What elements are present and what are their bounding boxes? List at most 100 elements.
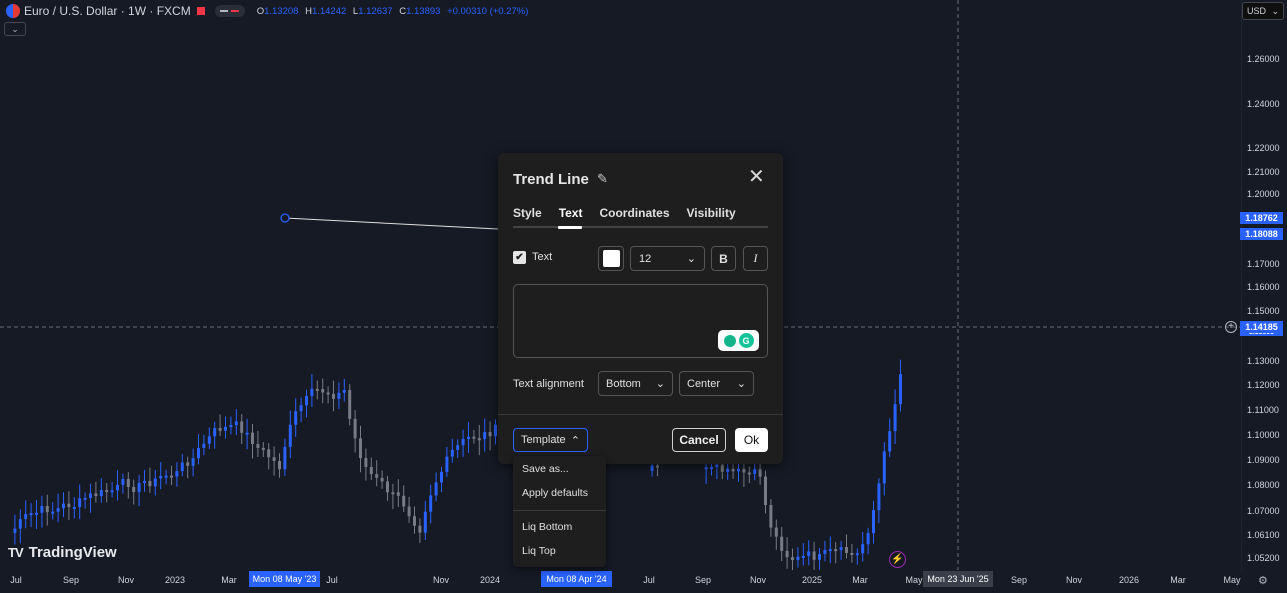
candle-body [180,462,184,472]
dialog-tabs: Style Text Coordinates Visibility [513,206,753,220]
price-tick-label: 1.21000 [1247,167,1280,177]
symbol-title[interactable]: Euro / U.S. Dollar · 1W · FXCM [24,4,191,18]
time-tick-label: Sep [1010,575,1028,585]
currency-label: USD [1247,6,1267,16]
currency-flag-icon [6,4,20,18]
candle-body [456,445,460,450]
candle-body [342,390,346,393]
candle-body [186,462,190,466]
chevron-down-icon: ⌄ [736,378,746,390]
time-tick-label: May [1223,575,1241,585]
market-status-icon[interactable] [196,7,205,15]
candle-body [764,476,767,506]
currency-button[interactable]: USD ⌄ [1242,2,1284,20]
candle-body [148,480,152,487]
candle-body [477,438,481,441]
alignment-label: Text alignment [513,378,584,390]
tab-text[interactable]: Text [558,206,583,220]
template-menu: Save as... Apply defaults Liq Bottom Liq… [513,456,606,567]
candle-body [245,432,249,435]
candle-body [369,466,373,475]
menu-divider [513,510,606,511]
candle-body [812,551,816,560]
menu-item-liq-bottom[interactable]: Liq Bottom [522,521,573,533]
menu-item-save-as[interactable]: Save as... [522,463,569,475]
time-tag-start: Mon 08 May '23 [249,571,320,587]
candle-body [218,428,222,431]
tradingview-logo[interactable]: TV TradingView [8,544,117,561]
candle-body [450,449,454,457]
lightning-icon[interactable]: ⚡ [889,551,906,568]
candle-body [332,393,335,399]
candle-body [823,550,827,555]
candle-body [429,495,433,512]
candle-body [467,436,470,440]
vertical-align-select[interactable]: Bottom ⌄ [598,371,673,396]
add-alert-icon[interactable]: + [1225,321,1237,333]
candle-body [747,472,751,475]
candle-body [742,468,746,473]
price-tick-label: 1.26000 [1247,54,1280,64]
candle-body [440,471,443,483]
text-checkbox-label: Text [532,251,553,263]
candle-body [353,418,357,439]
pencil-icon[interactable]: ✎ [597,171,608,186]
price-tick-label: 1.10000 [1247,430,1280,440]
close-icon[interactable]: ✕ [748,166,765,188]
candle-body [872,510,875,534]
price-tick-label: 1.13000 [1247,356,1280,366]
candle-body [121,478,125,485]
price-tick-label: 1.06100 [1247,530,1280,540]
candle-body [137,482,141,493]
trend-line-dialog: Trend Line ✎ ✕ Style Text Coordinates Vi… [498,153,783,464]
candle-body [29,513,33,516]
font-size-select[interactable]: 12 ⌄ [630,246,705,271]
collapse-legend-button[interactable]: ⌄ [4,22,26,36]
candle-body [143,480,146,483]
grammarly-widget[interactable]: G [718,330,759,351]
horizontal-align-select[interactable]: Center ⌄ [679,371,754,396]
buy-sell-toggle[interactable] [214,5,245,17]
price-chart[interactable] [0,0,1241,570]
candle-body [126,478,130,487]
candle-body [310,388,314,396]
tab-coordinates[interactable]: Coordinates [599,206,670,220]
candle-body [656,465,659,468]
candle-body [207,436,211,444]
bold-button[interactable]: B [711,246,736,271]
tab-style[interactable]: Style [513,206,542,220]
candle-body [396,492,400,496]
text-checkbox[interactable]: ✔ [513,251,526,264]
price-tick-label: 1.05200 [1247,553,1280,563]
candle-body [418,525,422,533]
time-axis[interactable] [0,570,1241,593]
candle-body [726,468,730,472]
italic-button[interactable]: I [743,246,768,271]
time-tick-label: Nov [1065,575,1083,585]
ok-button[interactable]: Ok [735,428,768,452]
price-axis[interactable] [1241,0,1287,570]
gear-icon[interactable]: ⚙ [1258,575,1268,587]
candle-body [272,457,276,461]
candle-body [83,497,87,500]
menu-item-liq-top[interactable]: Liq Top [522,545,556,557]
cancel-button[interactable]: Cancel [672,428,726,452]
candle-body [731,468,735,472]
tab-visibility[interactable]: Visibility [686,206,736,220]
candle-body [774,527,778,537]
candle-body [294,411,298,425]
candle-body [224,426,227,431]
template-button[interactable]: Template ⌃ [513,428,588,452]
footer-divider [498,414,783,415]
text-color-swatch[interactable] [598,246,624,271]
candle-body [899,373,902,405]
candle-body [839,547,843,551]
candle-body [737,468,740,472]
candle-body [132,486,136,493]
menu-item-apply-defaults[interactable]: Apply defaults [522,487,588,499]
candle-body [882,451,886,484]
candle-body [375,474,379,478]
candle-body [72,507,76,510]
candle-body [116,484,119,491]
candle-body [650,465,654,471]
